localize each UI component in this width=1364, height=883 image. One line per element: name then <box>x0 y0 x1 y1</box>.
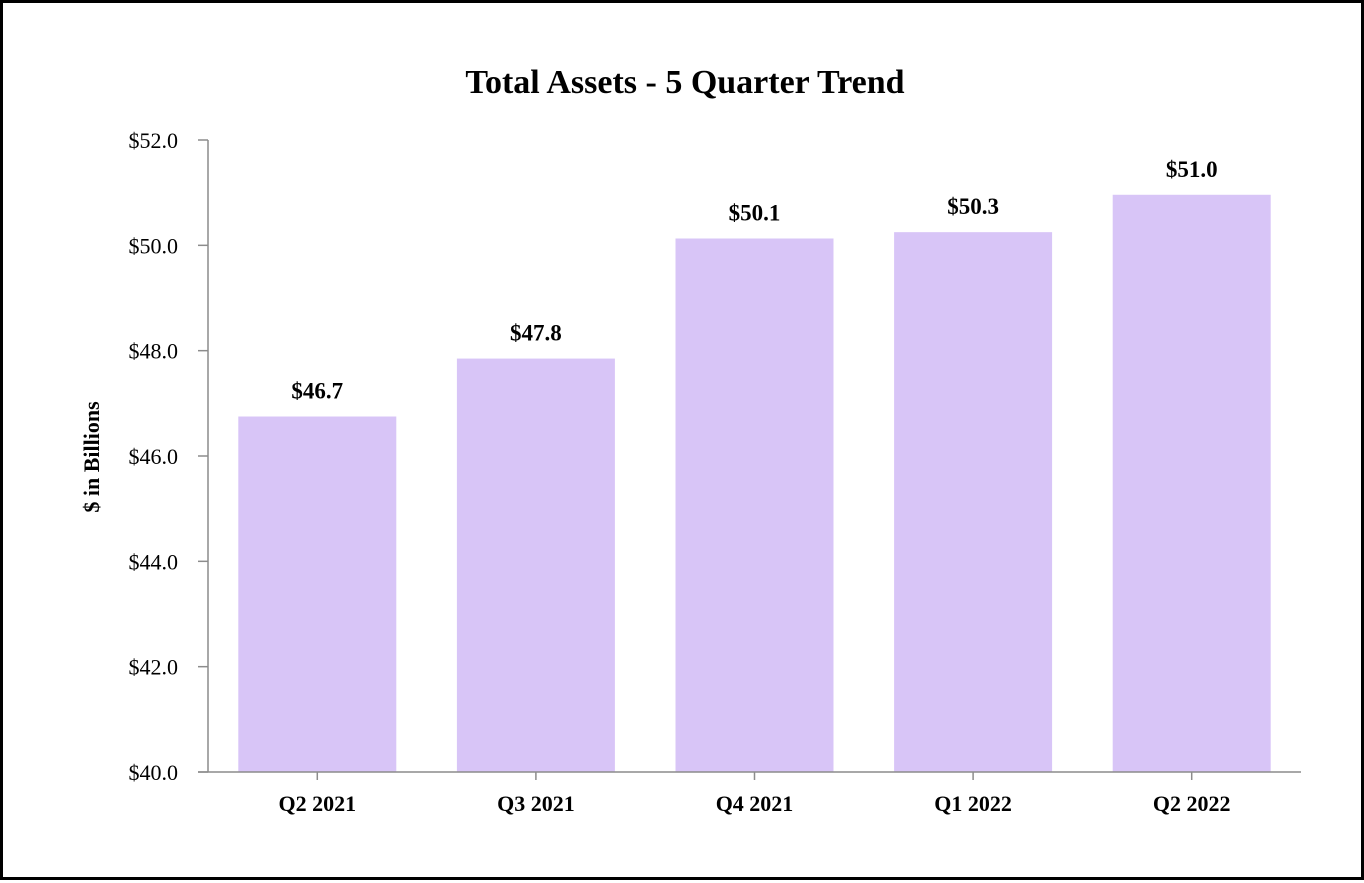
x-tick-label: Q1 2022 <box>934 791 1012 816</box>
bar-chart: Total Assets - 5 Quarter Trend $ in Bill… <box>79 64 1301 816</box>
y-axis-label: $ in Billions <box>79 401 104 513</box>
bar-q4-2021 <box>675 238 834 772</box>
x-tick-label: Q2 2021 <box>278 791 356 816</box>
y-tick-label: $44.0 <box>129 549 179 574</box>
data-label: $50.3 <box>947 194 999 219</box>
bar-q3-2021 <box>456 358 615 772</box>
chart-title: Total Assets - 5 Quarter Trend <box>465 64 904 101</box>
y-tick-label: $48.0 <box>129 339 179 364</box>
data-label: $47.8 <box>510 321 562 346</box>
data-label: $50.1 <box>729 200 781 225</box>
data-labels-group: $46.7 $47.8 $50.1 $50.3 $51.0 <box>291 157 1217 404</box>
bar-q2-2022 <box>1112 194 1271 773</box>
y-tick-label: $40.0 <box>129 760 179 785</box>
y-tick-label: $42.0 <box>129 655 179 680</box>
data-label: $51.0 <box>1166 157 1218 182</box>
axes-group: Q2 2021 Q3 2021 Q4 2021 Q1 2022 Q2 2022 $40.0… <box>129 128 1301 816</box>
bars-group <box>238 194 1271 773</box>
y-tick-label: $52.0 <box>129 128 179 153</box>
bar-q1-2022 <box>894 232 1053 772</box>
y-tick-label: $46.0 <box>129 444 179 469</box>
x-tick-label: Q4 2021 <box>716 791 794 816</box>
x-tick-label: Q3 2021 <box>497 791 575 816</box>
y-tick-label: $50.0 <box>129 233 179 258</box>
x-tick-label: Q2 2022 <box>1153 791 1231 816</box>
bar-q2-2021 <box>238 416 397 772</box>
data-label: $46.7 <box>291 379 343 404</box>
